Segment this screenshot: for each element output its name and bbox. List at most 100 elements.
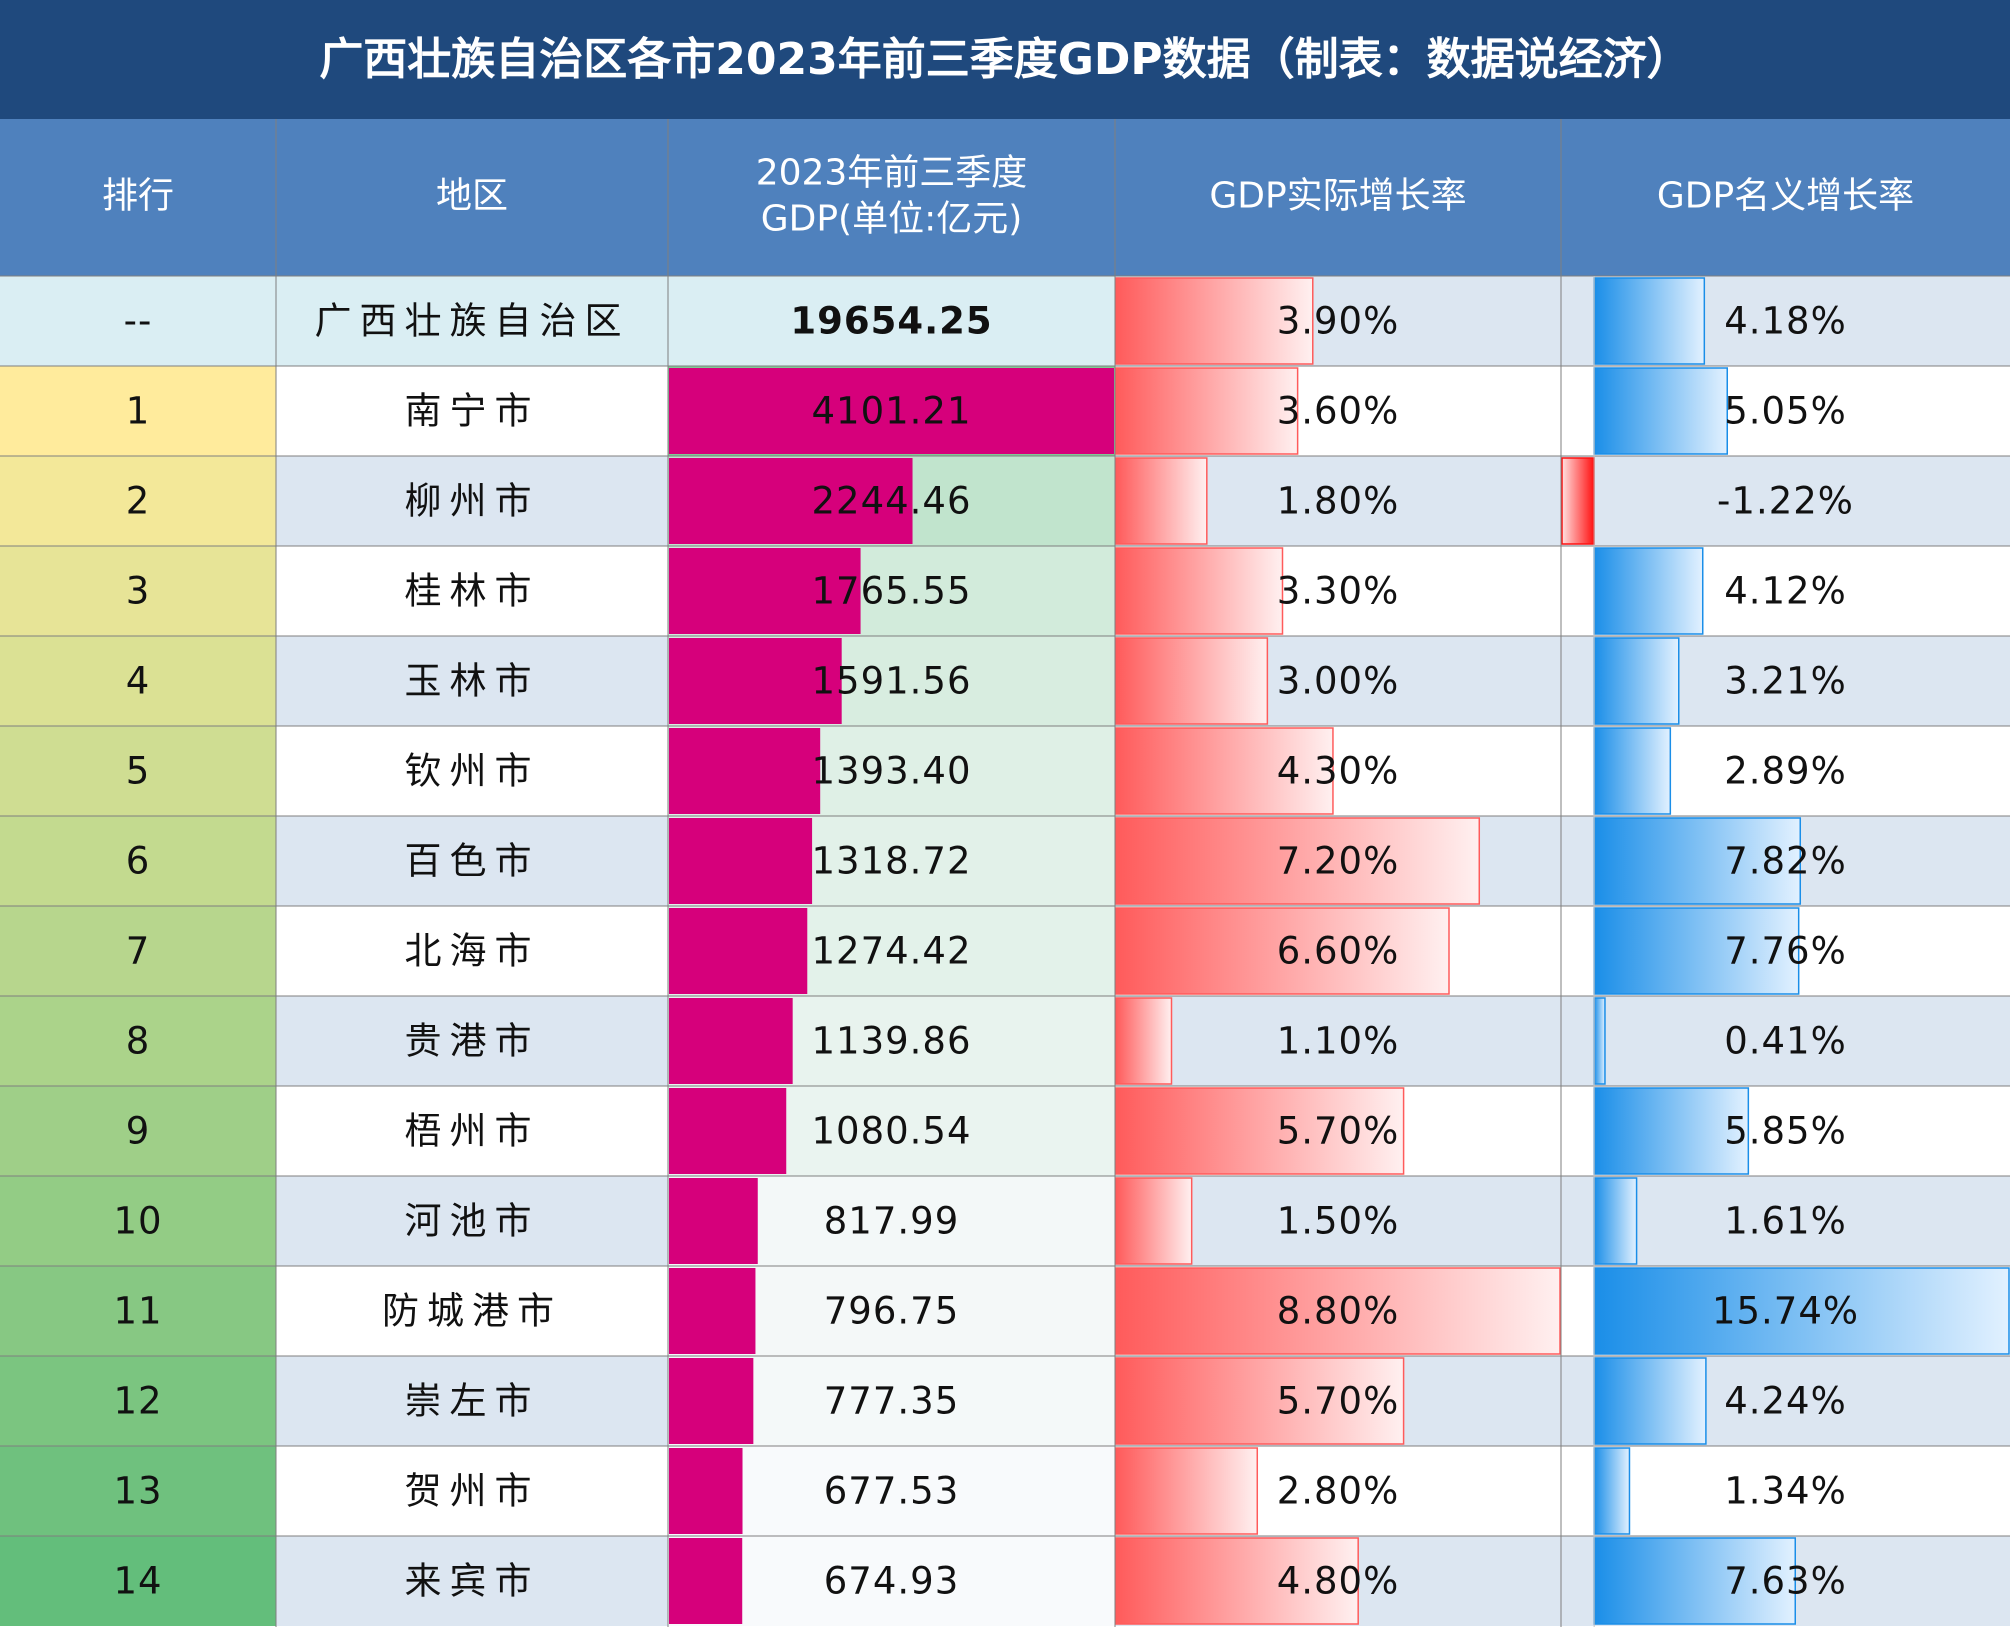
cell-text: 2.80% [1277,1470,1400,1513]
cell-bg [276,1086,668,1176]
cell-text: 0.41% [1724,1020,1847,1063]
cell-bg [0,1446,276,1536]
real-growth-bar [1115,727,1334,815]
cell-bg [0,1536,276,1626]
gdp-bar [669,1088,787,1174]
real-growth-bar [1115,907,1450,995]
cell-text: 13 [113,1470,162,1513]
title: 广西壮族自治区各市2023年前三季度GDP数据（制表：数据说经济） [319,34,1690,85]
gdp-bar [669,548,861,634]
cell-bg [276,546,668,636]
cell-text: 2244.46 [811,480,971,523]
cell-bg [0,456,276,546]
cell-bg [276,1176,668,1266]
cell-text: 7.76% [1724,930,1847,973]
real-growth-bar [1115,637,1269,725]
cell-bg [276,276,668,366]
cell-text: 3 [126,570,151,613]
cell-bg [276,906,668,996]
cell-text: 4.12% [1724,570,1847,613]
cell-text: 5 [126,750,151,793]
cell-text: 1591.56 [811,660,971,703]
real-growth-bar [1115,1177,1193,1265]
real-growth-bar [1115,1087,1405,1175]
cell-text: 9 [126,1110,151,1153]
gdp-bar [669,368,1114,454]
cell-text: 贵港市 [405,1020,540,1063]
nominal-growth-bar [1593,1357,1707,1445]
cell-text: 7.82% [1724,840,1847,883]
nominal-growth-bar [1593,817,1802,905]
cell-text: 8.80% [1277,1290,1400,1333]
cell-text: 3.90% [1277,300,1400,343]
nominal-growth-bar [1593,907,1800,995]
gdp-bar [669,1538,743,1624]
cell-text: 5.70% [1277,1380,1400,1423]
cell-text: 7.20% [1277,840,1400,883]
cell-bg [276,1356,668,1446]
real-growth-bar [1115,817,1481,905]
cell-text: 674.93 [824,1560,959,1603]
cell-text: 1.34% [1724,1470,1847,1513]
real-growth-bar [1115,997,1173,1085]
cell-bg [1561,996,2010,1086]
cell-text: 3.30% [1277,570,1400,613]
cell-text: 4.80% [1277,1560,1400,1603]
cell-bg [276,726,668,816]
cell-text: 7 [126,930,151,973]
gdp-bar [669,728,821,814]
gdp-bar [669,1268,756,1354]
cell-text: 10 [113,1200,162,1243]
cell-bg [0,1266,276,1356]
cell-bg [276,366,668,456]
gdp-bar [669,1178,758,1264]
header-cell: 2023年前三季度 [756,153,1028,194]
cell-text: 1 [126,390,151,433]
cell-text: 玉林市 [405,660,540,703]
header-cell: GDP(单位:亿元) [761,199,1023,240]
cell-bg [276,1446,668,1536]
cell-text: 6 [126,840,151,883]
cell-bg [0,996,276,1086]
gdp-bar [669,458,913,544]
cell-text: 4 [126,660,151,703]
nominal-growth-bar [1593,277,1706,365]
cell-text: 2 [126,480,151,523]
gdp-bar [669,1358,754,1444]
cell-text: 钦州市 [405,750,540,793]
cell-bg [0,1356,276,1446]
header-bar [0,119,2010,276]
cell-text: 贺州市 [405,1470,540,1513]
header-cell: 地区 [436,176,508,217]
cell-text: 19654.25 [790,300,992,343]
cell-bg [0,816,276,906]
gdp-bar [669,818,813,904]
nominal-growth-bar [1593,1087,1750,1175]
cell-text: 1.50% [1277,1200,1400,1243]
header-cell: GDP名义增长率 [1657,176,1914,217]
cell-bg [276,1266,668,1356]
cell-text: -- [124,300,153,343]
cell-text: 4.24% [1724,1380,1847,1423]
cell-bg [276,1536,668,1626]
cell-bg [276,636,668,726]
cell-text: 百色市 [405,840,540,883]
cell-text: 677.53 [824,1470,959,1513]
real-growth-bar [1115,367,1299,455]
real-growth-bar [1115,1447,1259,1535]
cell-bg [0,366,276,456]
cell-text: 梧州市 [405,1110,540,1153]
cell-text: 14 [113,1560,162,1603]
cell-text: 5.70% [1277,1110,1400,1153]
real-growth-bar [1115,1267,1561,1355]
cell-text: 11 [113,1290,162,1333]
cell-text: 1080.54 [811,1110,971,1153]
real-growth-bar [1115,547,1284,635]
cell-bg [276,456,668,546]
cell-bg [0,1176,276,1266]
gdp-bar [669,638,842,724]
cell-text: 广西壮族自治区 [315,300,630,343]
nominal-growth-bar [1561,457,1595,545]
cell-text: 777.35 [824,1380,959,1423]
real-growth-bar [1115,1357,1405,1445]
